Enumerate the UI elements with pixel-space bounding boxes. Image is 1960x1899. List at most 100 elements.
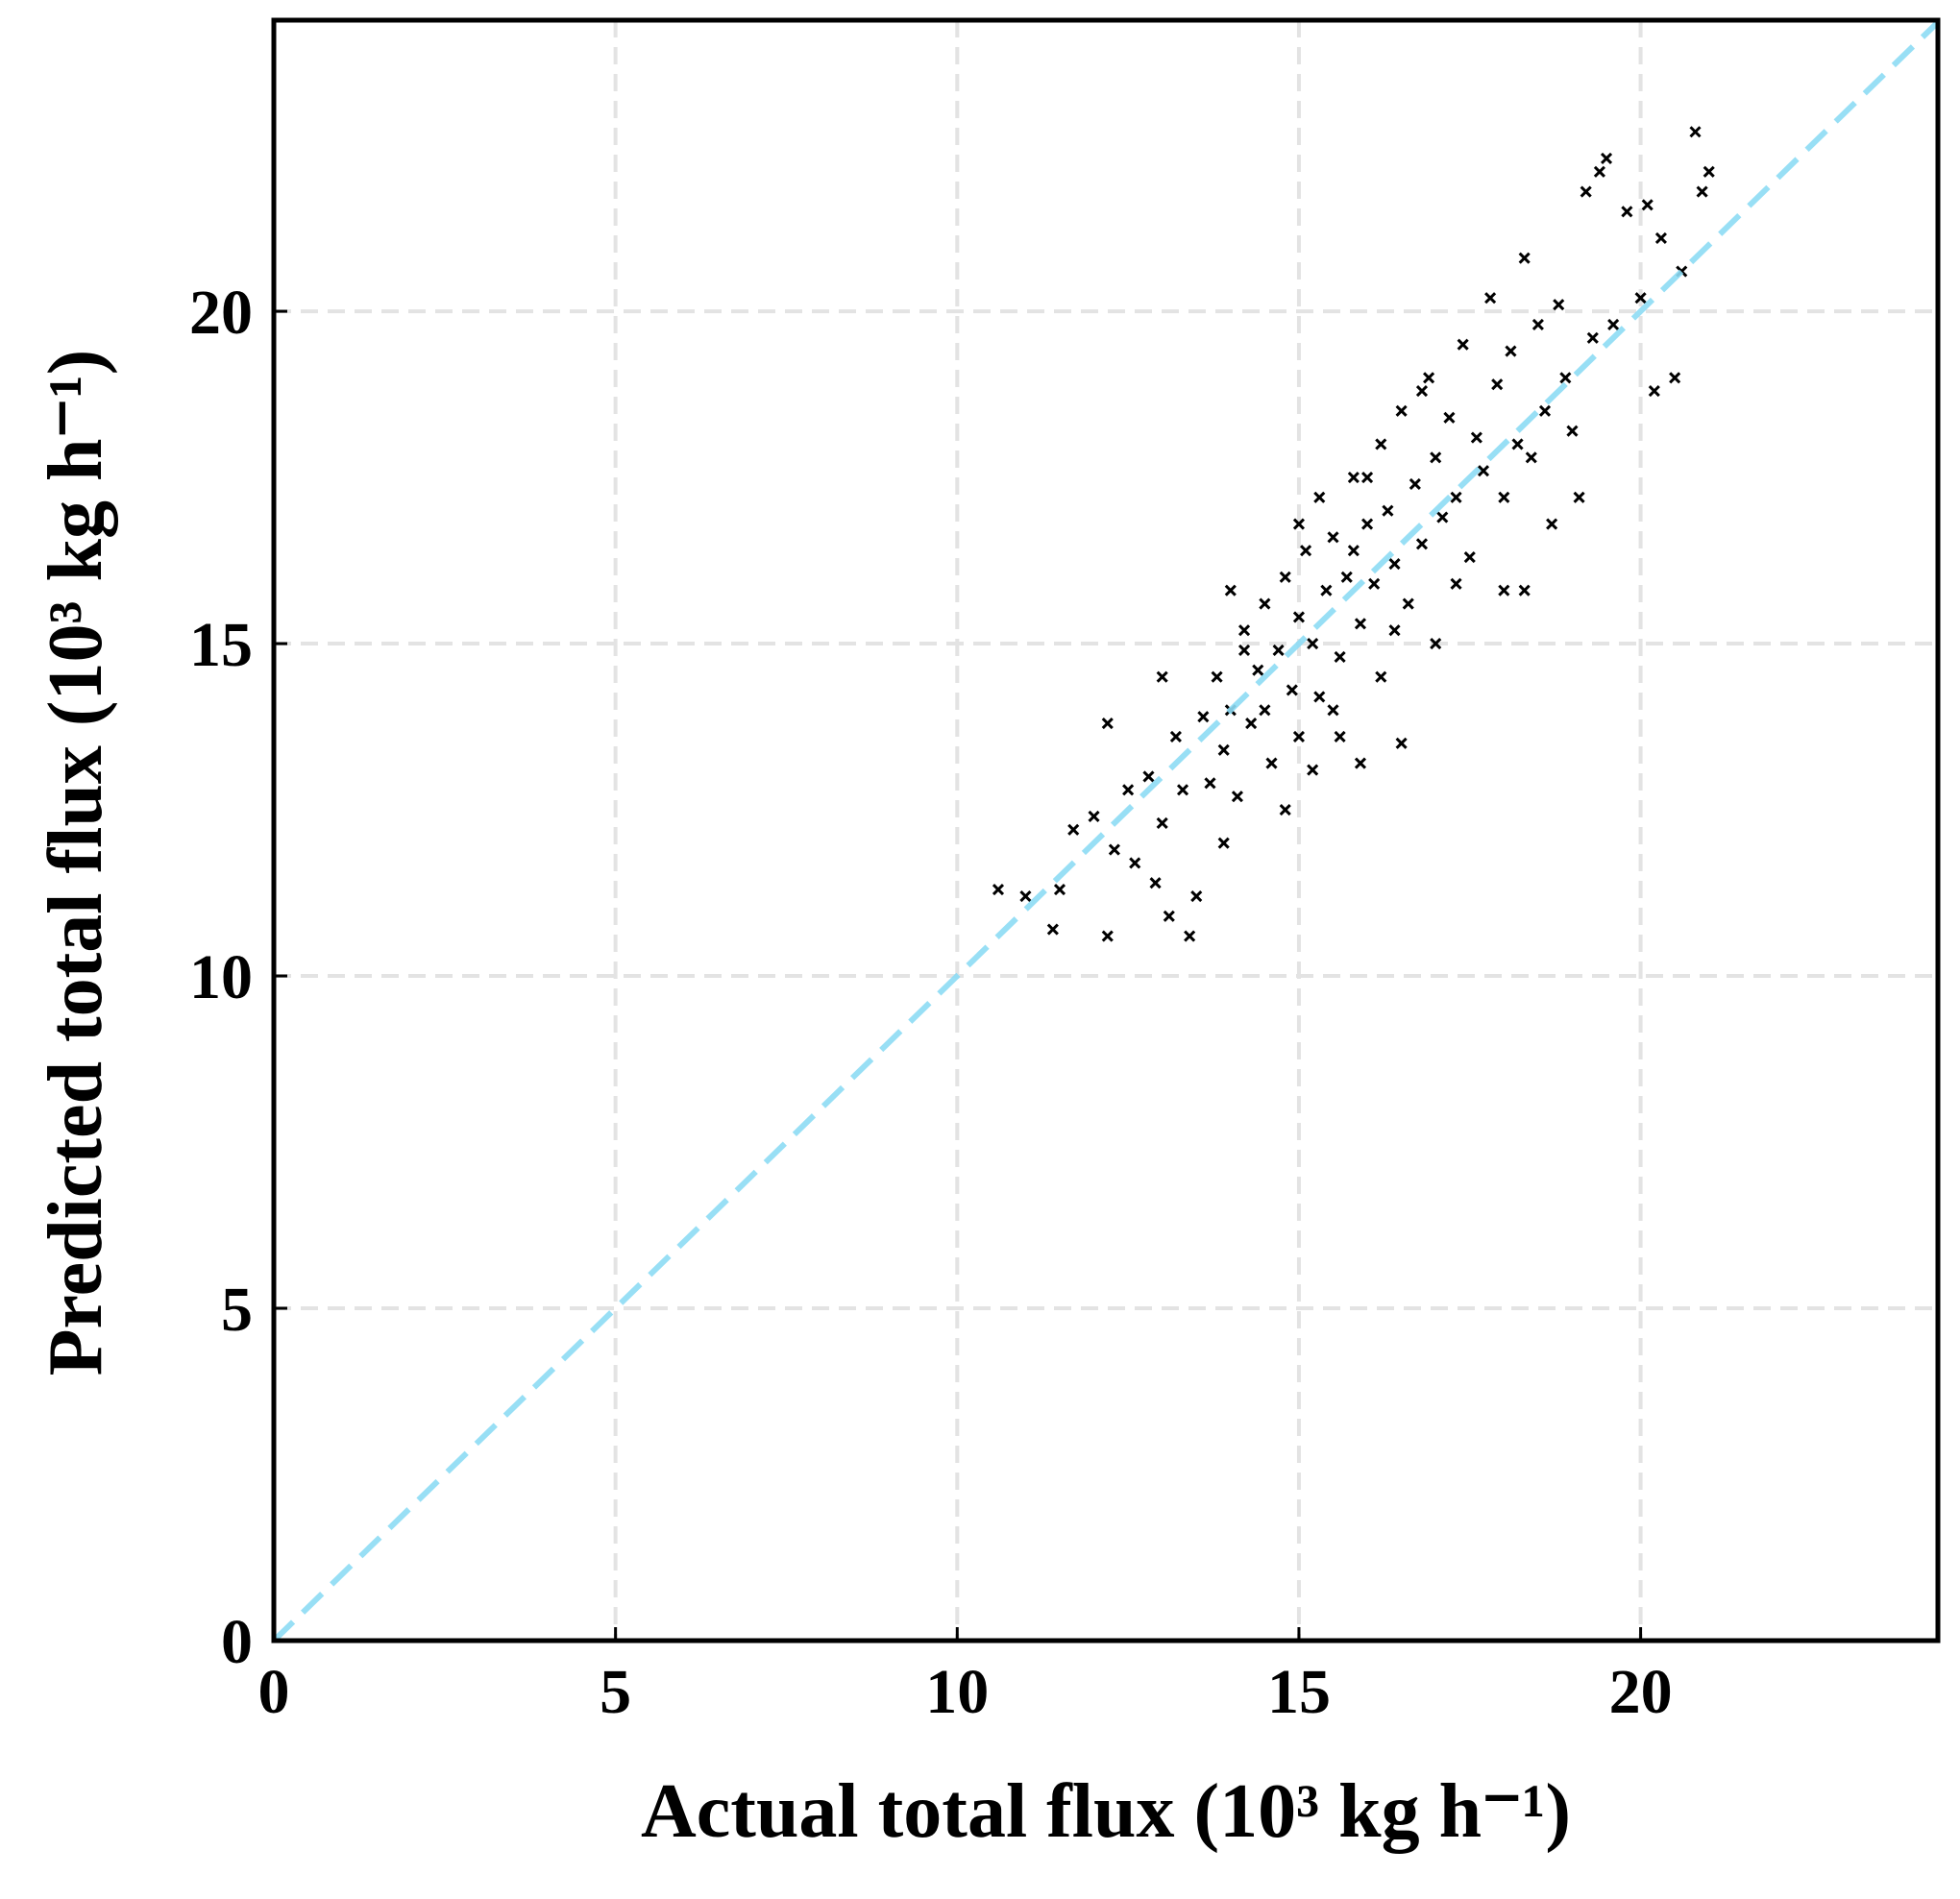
- point: [1272, 644, 1285, 657]
- point: [1340, 571, 1353, 583]
- point: [1163, 910, 1175, 922]
- point: [1669, 372, 1681, 384]
- point: [1518, 252, 1531, 264]
- point: [1375, 438, 1387, 450]
- point: [1334, 730, 1346, 743]
- point: [1382, 504, 1394, 517]
- y-tick-label: 0: [221, 1607, 253, 1677]
- points: [992, 126, 1715, 942]
- x-axis-label: Actual total flux (10³ kg h⁻¹): [641, 1769, 1571, 1854]
- point: [1046, 923, 1059, 936]
- point: [1484, 292, 1497, 304]
- point: [1648, 385, 1660, 398]
- point: [1197, 711, 1210, 723]
- y-tick-label: 15: [189, 610, 253, 680]
- x-tick-label: 15: [1267, 1657, 1331, 1727]
- point: [1531, 318, 1544, 330]
- y-tick-label: 10: [189, 942, 253, 1012]
- point: [1307, 637, 1319, 650]
- point: [1463, 551, 1476, 564]
- point: [1237, 624, 1251, 637]
- point: [1307, 764, 1319, 776]
- point: [1689, 126, 1702, 138]
- y-tick-label: 5: [221, 1275, 253, 1345]
- point: [1320, 584, 1333, 596]
- point: [1313, 691, 1326, 703]
- point: [1388, 557, 1401, 571]
- point: [1553, 299, 1565, 311]
- point: [1108, 843, 1120, 856]
- point: [1641, 199, 1654, 211]
- point: [1430, 451, 1442, 464]
- point: [1176, 784, 1189, 796]
- point: [1654, 231, 1667, 245]
- point: [1204, 777, 1216, 790]
- point: [1252, 664, 1264, 676]
- point: [1505, 345, 1517, 357]
- point: [1703, 165, 1715, 178]
- point: [1621, 206, 1633, 218]
- point: [1259, 704, 1271, 717]
- point: [1388, 624, 1401, 637]
- point: [1279, 571, 1291, 583]
- point: [1586, 331, 1599, 344]
- point: [1450, 491, 1462, 503]
- point: [1190, 889, 1203, 903]
- point: [1395, 404, 1408, 417]
- point: [1436, 511, 1449, 523]
- point: [1101, 718, 1114, 730]
- point: [1184, 930, 1196, 942]
- y-tick-label: 20: [189, 278, 253, 348]
- point: [1142, 770, 1155, 783]
- diagonal-line: [271, 19, 1941, 1643]
- point: [992, 884, 1005, 896]
- point: [1498, 491, 1510, 503]
- point: [1327, 704, 1339, 717]
- point: [1450, 577, 1462, 590]
- point: [1169, 730, 1182, 743]
- point: [1361, 472, 1374, 484]
- point: [1402, 597, 1414, 610]
- point: [1430, 637, 1442, 650]
- point: [1019, 889, 1032, 903]
- point: [1279, 803, 1291, 816]
- point: [1101, 930, 1114, 942]
- point: [1525, 451, 1537, 464]
- point: [1634, 292, 1647, 304]
- point: [1511, 438, 1524, 450]
- point: [1265, 757, 1278, 769]
- point: [1088, 810, 1100, 823]
- point: [1231, 791, 1243, 803]
- point: [1546, 518, 1558, 530]
- point: [1156, 816, 1168, 829]
- point: [1559, 372, 1572, 384]
- point: [1491, 378, 1504, 391]
- point: [1566, 425, 1579, 437]
- point: [1580, 185, 1592, 198]
- point: [1217, 743, 1230, 756]
- x-tick-label: 20: [1609, 1657, 1673, 1727]
- x-tick-label: 5: [600, 1657, 631, 1727]
- point: [1217, 837, 1230, 849]
- point: [1498, 584, 1510, 596]
- point: [1224, 584, 1237, 596]
- point: [1518, 584, 1531, 596]
- point: [1375, 670, 1387, 683]
- point: [1354, 757, 1367, 769]
- point: [1347, 472, 1360, 484]
- point: [1443, 411, 1456, 424]
- point: [1211, 670, 1223, 683]
- point: [1334, 650, 1346, 663]
- point: [1237, 644, 1251, 657]
- point: [1395, 737, 1408, 749]
- point: [1593, 165, 1605, 178]
- point: [1696, 185, 1708, 198]
- point: [1470, 431, 1482, 444]
- point: [1292, 730, 1306, 743]
- x-tick-label: 0: [258, 1657, 290, 1727]
- point: [1423, 372, 1435, 384]
- point: [1457, 338, 1469, 351]
- point: [1299, 545, 1312, 557]
- x-tick-label: 10: [925, 1657, 989, 1727]
